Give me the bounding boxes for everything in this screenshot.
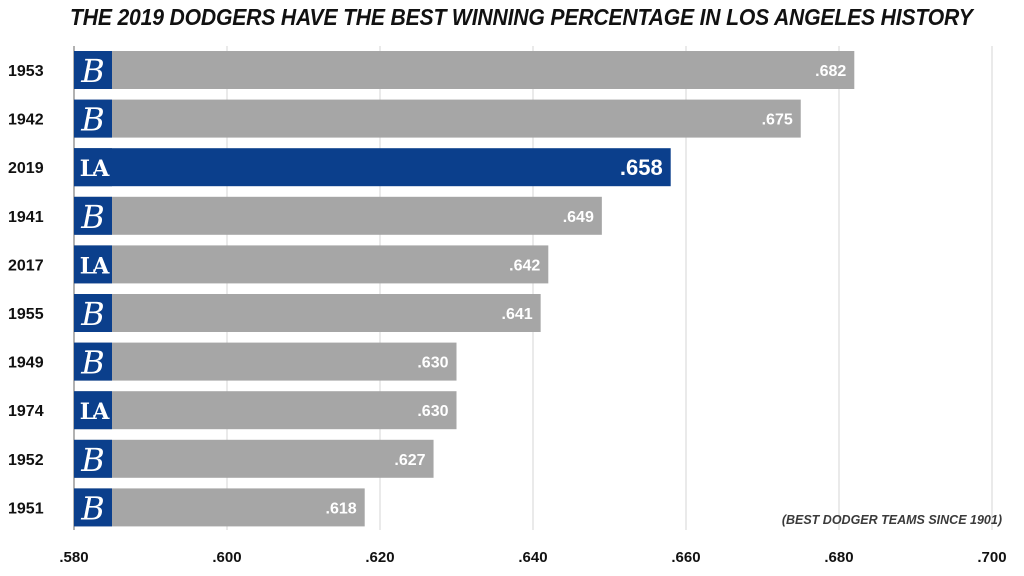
team-logo-box [74, 342, 112, 381]
los-angeles-logo-icon: LA [80, 253, 110, 279]
brooklyn-logo-icon: B [80, 198, 105, 236]
team-logo-box [74, 51, 112, 89]
x-tick-label: .660 [671, 549, 700, 566]
los-angeles-logo-icon: LA [80, 399, 110, 425]
bar [74, 294, 541, 332]
category-label: 1955 [8, 306, 44, 323]
x-tick-label: .700 [977, 549, 1006, 566]
value-label: .641 [502, 306, 533, 323]
brooklyn-logo-icon: B [80, 52, 105, 90]
brooklyn-logo-icon: B [80, 295, 105, 333]
bar [74, 439, 434, 478]
x-tick-label: .680 [824, 549, 853, 566]
category-label: 1974 [8, 403, 44, 420]
brooklyn-logo-icon: B [80, 489, 105, 527]
category-label: 1953 [8, 63, 44, 80]
category-label: 1949 [8, 355, 44, 372]
x-tick-label: .640 [518, 549, 547, 566]
x-tick-label: .600 [212, 549, 241, 566]
category-label: 1942 [8, 112, 44, 129]
value-label: .630 [417, 355, 448, 372]
team-logo-box [74, 99, 112, 138]
category-label: 1952 [8, 452, 44, 469]
x-tick-label: .580 [59, 549, 88, 566]
value-label: .649 [563, 209, 594, 226]
chart-footnote: (BEST DODGER TEAMS SINCE 1901) [781, 513, 1002, 527]
value-label: .627 [394, 452, 425, 469]
bar [74, 196, 602, 235]
team-logo-box [74, 391, 112, 430]
bar [74, 342, 457, 381]
value-label: .658 [620, 155, 663, 180]
value-label: .618 [326, 500, 357, 517]
brooklyn-logo-icon: B [80, 101, 105, 139]
value-label: .675 [762, 112, 793, 129]
team-logo-box [74, 488, 112, 527]
chart-title: THE 2019 DODGERS HAVE THE BEST WINNING P… [70, 4, 973, 30]
category-label: 2019 [8, 160, 44, 177]
brooklyn-logo-icon: B [80, 344, 105, 382]
team-logo-box [74, 245, 112, 284]
bar [74, 391, 457, 430]
team-logo-box [74, 294, 112, 332]
los-angeles-logo-icon: LA [80, 156, 110, 182]
bar [74, 51, 855, 89]
team-logo-box [74, 148, 112, 187]
team-logo-box [74, 196, 112, 235]
value-label: .630 [417, 403, 448, 420]
brooklyn-logo-icon: B [80, 441, 105, 479]
category-label: 1941 [8, 209, 44, 226]
bar [74, 99, 801, 138]
bar [74, 148, 671, 187]
category-label: 2017 [8, 257, 44, 274]
category-label: 1951 [8, 500, 44, 517]
value-label: .642 [509, 257, 540, 274]
x-tick-label: .620 [365, 549, 394, 566]
bar [74, 245, 549, 284]
bar [74, 488, 365, 527]
team-logo-box [74, 439, 112, 478]
value-label: .682 [815, 63, 846, 80]
